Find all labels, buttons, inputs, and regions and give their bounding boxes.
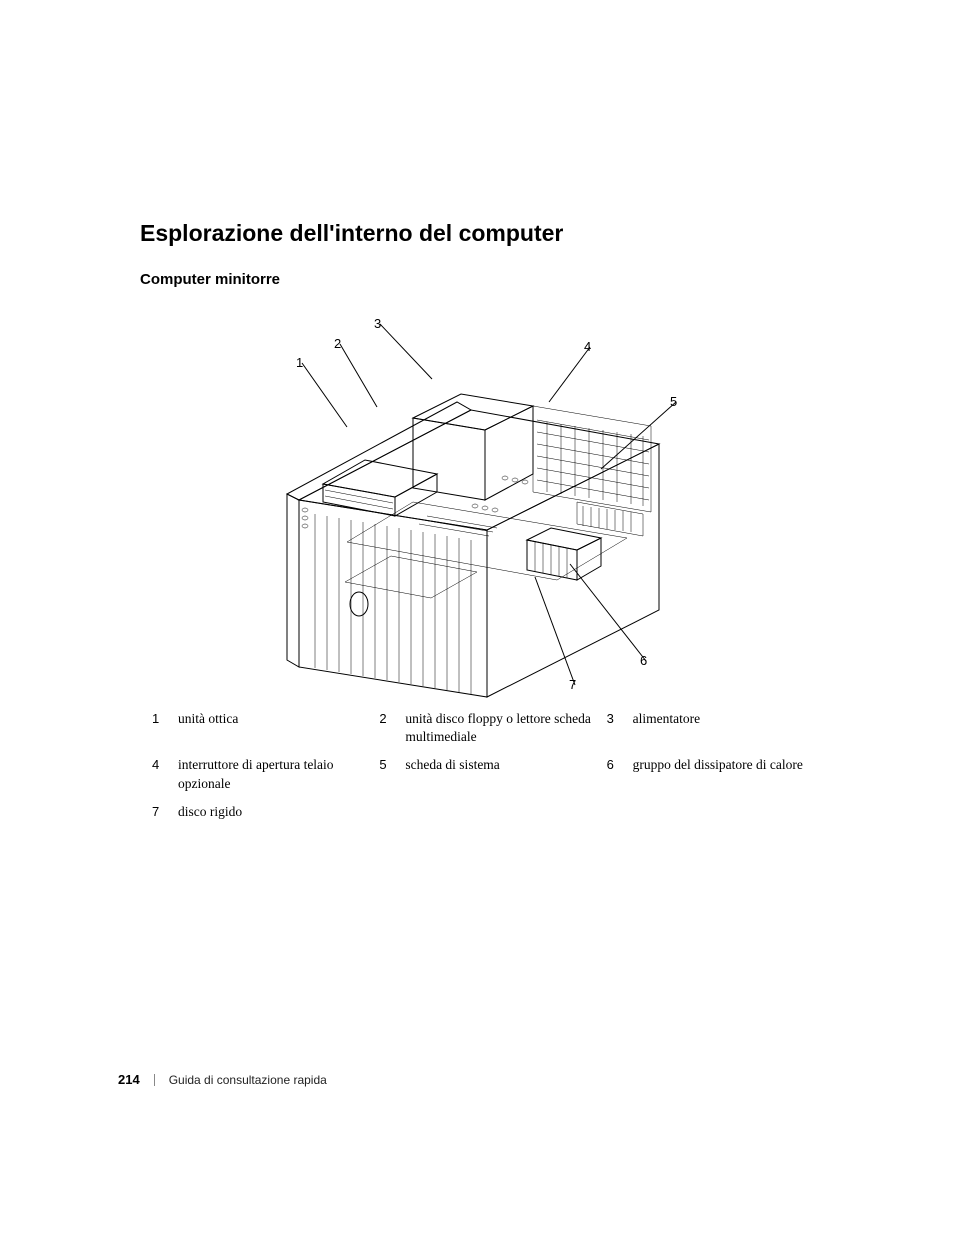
section-heading: Esplorazione dell'interno del computer xyxy=(140,220,834,247)
callout-number: 3 xyxy=(374,316,381,331)
legend-cell: 1unità ottica xyxy=(152,710,379,728)
legend-row: 4interruttore di apertura telaio opziona… xyxy=(152,756,834,792)
legend-text: unità disco floppy o lettore scheda mult… xyxy=(405,710,606,746)
manual-page: Esplorazione dell'interno del computer C… xyxy=(0,0,954,1235)
callout-number: 1 xyxy=(296,355,303,370)
page-footer: 214 Guida di consultazione rapida xyxy=(118,1072,327,1087)
legend-number: 5 xyxy=(379,756,405,772)
legend-text: gruppo del dissipatore di calore xyxy=(633,756,817,774)
page-number: 214 xyxy=(118,1072,140,1087)
legend-number: 6 xyxy=(607,756,633,772)
legend-number: 4 xyxy=(152,756,178,772)
legend-cell: 3alimentatore xyxy=(607,710,834,728)
computer-internals-diagram: 1 2 3 4 5 6 7 xyxy=(227,302,747,698)
legend-number: 1 xyxy=(152,710,178,726)
legend-text: unità ottica xyxy=(178,710,252,728)
legend-cell: 7disco rigido xyxy=(152,803,382,821)
legend-text: interruttore di apertura telaio opzional… xyxy=(178,756,379,792)
legend-table: 1unità ottica2unità disco floppy o letto… xyxy=(140,710,834,821)
callout-number: 5 xyxy=(670,394,677,409)
legend-text: alimentatore xyxy=(633,710,714,728)
legend-number: 7 xyxy=(152,803,178,819)
legend-row: 1unità ottica2unità disco floppy o letto… xyxy=(152,710,834,746)
callout-number: 6 xyxy=(640,653,647,668)
legend-number: 3 xyxy=(607,710,633,726)
diagram-svg xyxy=(227,302,747,698)
section-subheading: Computer minitorre xyxy=(140,271,834,288)
callout-number: 7 xyxy=(569,677,576,692)
callout-number: 2 xyxy=(334,336,341,351)
callout-number: 4 xyxy=(584,339,591,354)
footer-separator xyxy=(154,1074,155,1086)
legend-row: 7disco rigido xyxy=(152,803,834,821)
legend-text: scheda di sistema xyxy=(405,756,513,774)
legend-cell: 5scheda di sistema xyxy=(379,756,606,774)
legend-number: 2 xyxy=(379,710,405,726)
diagram-container: 1 2 3 4 5 6 7 xyxy=(140,302,834,698)
doc-title: Guida di consultazione rapida xyxy=(169,1073,327,1087)
legend-text: disco rigido xyxy=(178,803,256,821)
legend-cell: 6gruppo del dissipatore di calore xyxy=(607,756,834,774)
legend-cell: 2unità disco floppy o lettore scheda mul… xyxy=(379,710,606,746)
legend-cell: 4interruttore di apertura telaio opziona… xyxy=(152,756,379,792)
